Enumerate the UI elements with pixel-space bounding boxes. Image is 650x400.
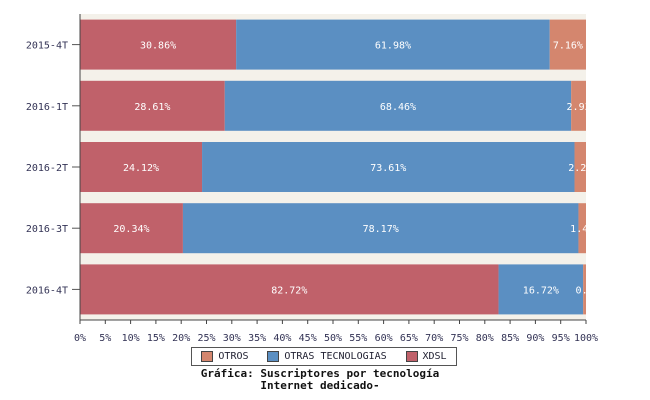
bar-label-otras-tecnologias-2016-3t: 78.17% (363, 224, 399, 235)
x-tick-label-20: 100% (574, 333, 598, 344)
category-labels: 2015-4T 2016-1T 2016-2T 2016-3T 2016-4T (26, 41, 80, 296)
x-tick-label-5: 25% (197, 333, 215, 344)
bar-xdsl-2016-2t (80, 142, 203, 192)
x-tick-label-17: 85% (501, 333, 519, 344)
bars (80, 19, 586, 315)
bar-xdsl-2016-4t (80, 264, 499, 315)
bar-xdsl-2016-3t (80, 203, 183, 254)
bar-label-otras-tecnologias-2016-2t: 73.61% (370, 163, 406, 174)
bar-otras-tecnologias-2016-3t (182, 203, 579, 254)
bar-label-otros-2016-1t: 2.93 (567, 102, 591, 113)
x-tick-label-16: 80% (476, 333, 494, 344)
x-tick-label-10: 50% (324, 333, 342, 344)
bar-otras-tecnologias-2016-4t (498, 264, 584, 315)
bar-labels: 30.86% 61.98% 7.16% 28.61% 68.46% 2.93 24.12% 7… (113, 41, 594, 297)
x-tick-label-3: 15% (147, 333, 165, 344)
bar-label-otros-2016-3t: 1.49 (570, 224, 594, 235)
category-label-2016-2t: 2016-2T (26, 163, 68, 174)
x-tick-label-0: 0% (74, 333, 86, 344)
x-tick-label-11: 55% (349, 333, 367, 344)
bar-label-otros-2016-4t: 0.5 (576, 285, 594, 296)
bar-label-xdsl-2016-2t: 24.12% (123, 163, 159, 174)
x-tick-label-1: 5% (99, 333, 111, 344)
chart-caption-line-1: Gráfica: Suscriptores por tecnología (200, 367, 440, 380)
x-tick-label-2: 10% (122, 333, 140, 344)
bar-otros-2016-2t (574, 142, 586, 192)
x-tick-label-7: 35% (248, 333, 266, 344)
legend-item-xdsl: XDSL (405, 351, 447, 362)
legend-swatch-xdsl (405, 351, 418, 362)
bar-label-otras-tecnologias-2016-1t: 68.46% (380, 102, 416, 113)
bar-otras-tecnologias-2016-2t (202, 142, 575, 192)
x-tick-label-18: 90% (526, 333, 544, 344)
chart-caption-line-2: Internet dedicado- (260, 379, 380, 392)
legend-swatch-otros (201, 351, 214, 362)
bar-otros-2016-1t (571, 80, 586, 131)
x-tick-label-12: 60% (375, 333, 393, 344)
bar-xdsl-2016-1t (80, 80, 225, 131)
x-tick-label-9: 45% (299, 333, 317, 344)
x-tick-label-13: 65% (400, 333, 418, 344)
bar-xdsl-2015-4t (80, 19, 237, 70)
legend-item-otros: OTROS (201, 351, 249, 362)
bar-label-otras-tecnologias-2015-4t: 61.98% (375, 41, 411, 52)
bar-label-xdsl-2016-3t: 20.34% (113, 224, 149, 235)
bar-label-xdsl-2016-1t: 28.61% (134, 102, 170, 113)
bar-otros-2016-4t (583, 264, 586, 315)
bar-otras-tecnologias-2015-4t (236, 19, 550, 70)
x-tick-label-19: 95% (552, 333, 570, 344)
bar-label-otros-2015-4t: 7.16% (553, 41, 583, 52)
bar-otras-tecnologias-2016-1t (224, 80, 572, 131)
category-label-2016-3t: 2016-3T (26, 224, 68, 235)
category-label-2016-1t: 2016-1T (26, 102, 68, 113)
legend-swatch-otras-tecnologias (267, 351, 280, 362)
bar-label-xdsl-2015-4t: 30.86% (140, 41, 176, 52)
x-tick-label-14: 70% (425, 333, 443, 344)
x-tick-labels: 0% 5% 10% 15% 20% 25% 30% 35% 40% 45% 50% 55% 60% 65%… (74, 320, 598, 344)
bar-otros-2016-3t (578, 203, 586, 254)
legend-label-otros: OTROS (218, 351, 249, 362)
category-label-2015-4t: 2015-4T (26, 41, 68, 52)
bar-label-xdsl-2016-4t: 82.72% (271, 285, 307, 296)
x-tick-label-4: 20% (172, 333, 190, 344)
x-tick-label-6: 30% (223, 333, 241, 344)
bar-label-otros-2016-2t: 2.27 (568, 163, 592, 174)
legend: OTROS OTRAS TECNOLOGIAS XDSL (191, 347, 457, 366)
stacked-bar-chart: 30.86% 61.98% 7.16% 28.61% 68.46% 2.93 24.12% 7… (26, 14, 598, 344)
x-tick-label-8: 40% (273, 333, 291, 344)
chart-caption: Gráfica: Suscriptores por tecnología Int… (130, 368, 510, 392)
legend-item-otras-tecnologias: OTRAS TECNOLOGIAS (267, 351, 387, 362)
x-tick-label-15: 75% (450, 333, 468, 344)
bar-otros-2015-4t (549, 19, 586, 70)
bar-label-otras-tecnologias-2016-4t: 16.72% (523, 285, 559, 296)
legend-label-otras-tecnologias: OTRAS TECNOLOGIAS (284, 351, 387, 362)
legend-label-xdsl: XDSL (422, 351, 447, 362)
category-label-2016-4t: 2016-4T (26, 285, 68, 296)
